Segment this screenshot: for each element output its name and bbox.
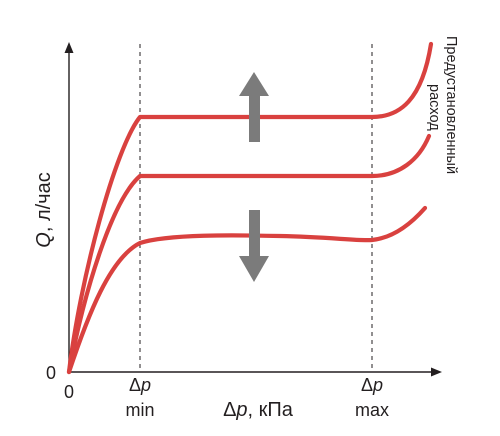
x-axis-arrowhead bbox=[431, 367, 442, 377]
up-arrow-icon bbox=[239, 72, 269, 142]
annotation-line-1: Предустановленный bbox=[443, 36, 459, 174]
x-tick-min-top: Δp bbox=[129, 375, 151, 395]
y-axis-var: Q bbox=[33, 232, 55, 248]
origin-y-label: 0 bbox=[46, 363, 56, 383]
x-tick-min-delta: Δ bbox=[129, 375, 141, 395]
x-tick-min-p: p bbox=[140, 375, 151, 395]
preset-flow-annotation: Предустановленный расход bbox=[426, 36, 459, 178]
x-tick-max-bottom: max bbox=[355, 400, 389, 420]
x-tick-min-bottom: min bbox=[125, 400, 154, 420]
x-tick-max-p: p bbox=[372, 375, 383, 395]
y-axis-title: Q, л/час bbox=[33, 172, 55, 247]
annotation-line-2: расход bbox=[426, 84, 442, 131]
x-axis-title: Δp, кПа bbox=[223, 399, 294, 421]
axes bbox=[64, 42, 442, 377]
origin-x-label: 0 bbox=[64, 382, 74, 402]
x-axis-unit: , кПа bbox=[248, 399, 294, 421]
increase-arrow bbox=[239, 72, 269, 142]
series-line-lower bbox=[66, 205, 428, 375]
x-tick-max-delta: Δ bbox=[361, 375, 373, 395]
decrease-arrow bbox=[239, 210, 269, 282]
y-axis-arrowhead bbox=[64, 42, 74, 53]
x-axis-delta: Δ bbox=[223, 399, 236, 421]
x-tick-max-top: Δp bbox=[361, 375, 383, 395]
down-arrow-icon bbox=[239, 210, 269, 282]
series-line-middle bbox=[66, 133, 432, 375]
series-line-upper bbox=[66, 41, 434, 375]
y-axis-unit: , л/час bbox=[33, 172, 55, 232]
x-axis-p: p bbox=[235, 399, 247, 421]
